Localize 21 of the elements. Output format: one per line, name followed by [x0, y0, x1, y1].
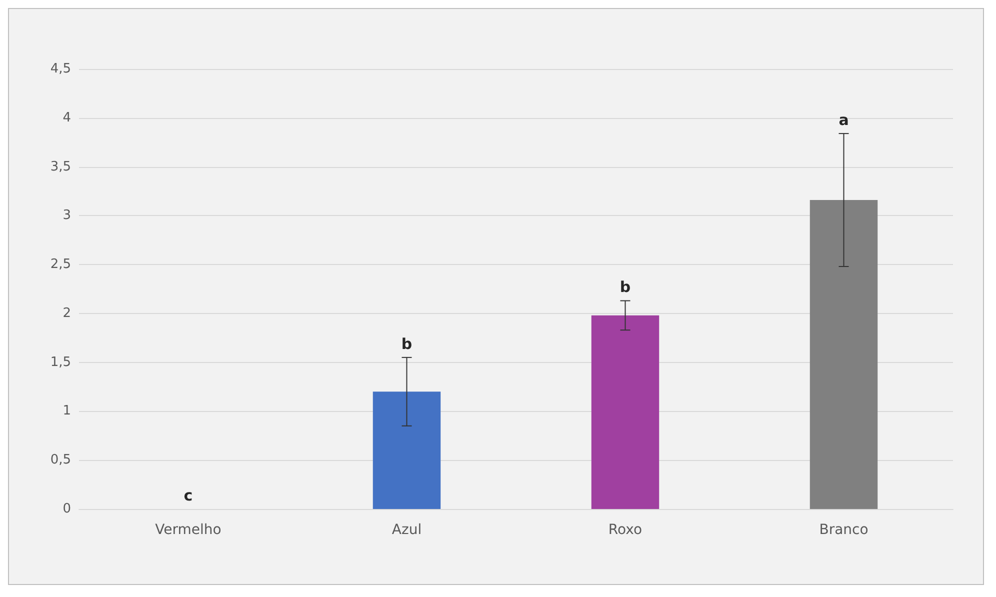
y-tick-label: 0,5	[50, 452, 71, 468]
bar	[810, 200, 878, 509]
y-tick-label: 1,5	[50, 354, 71, 370]
y-tick-label: 4,5	[50, 62, 71, 76]
x-tick-label: Roxo	[608, 522, 642, 538]
annotation: c	[184, 486, 193, 504]
annotation: b	[401, 334, 412, 353]
y-tick-label: 2,5	[50, 257, 71, 272]
y-tick-label: 3,5	[50, 159, 71, 174]
x-tick-label: Vermelho	[155, 522, 222, 538]
x-tick-label: Azul	[392, 522, 422, 538]
y-tick-label: 1	[62, 404, 71, 419]
annotation: a	[838, 111, 849, 130]
y-tick-label: 4	[62, 110, 71, 126]
x-tick-label: Branco	[819, 522, 868, 538]
bar	[372, 392, 441, 509]
y-tick-label: 3	[62, 208, 71, 224]
bar	[591, 315, 660, 509]
y-tick-label: 0	[62, 502, 71, 516]
y-tick-label: 2	[62, 306, 71, 321]
annotation: b	[620, 278, 631, 296]
